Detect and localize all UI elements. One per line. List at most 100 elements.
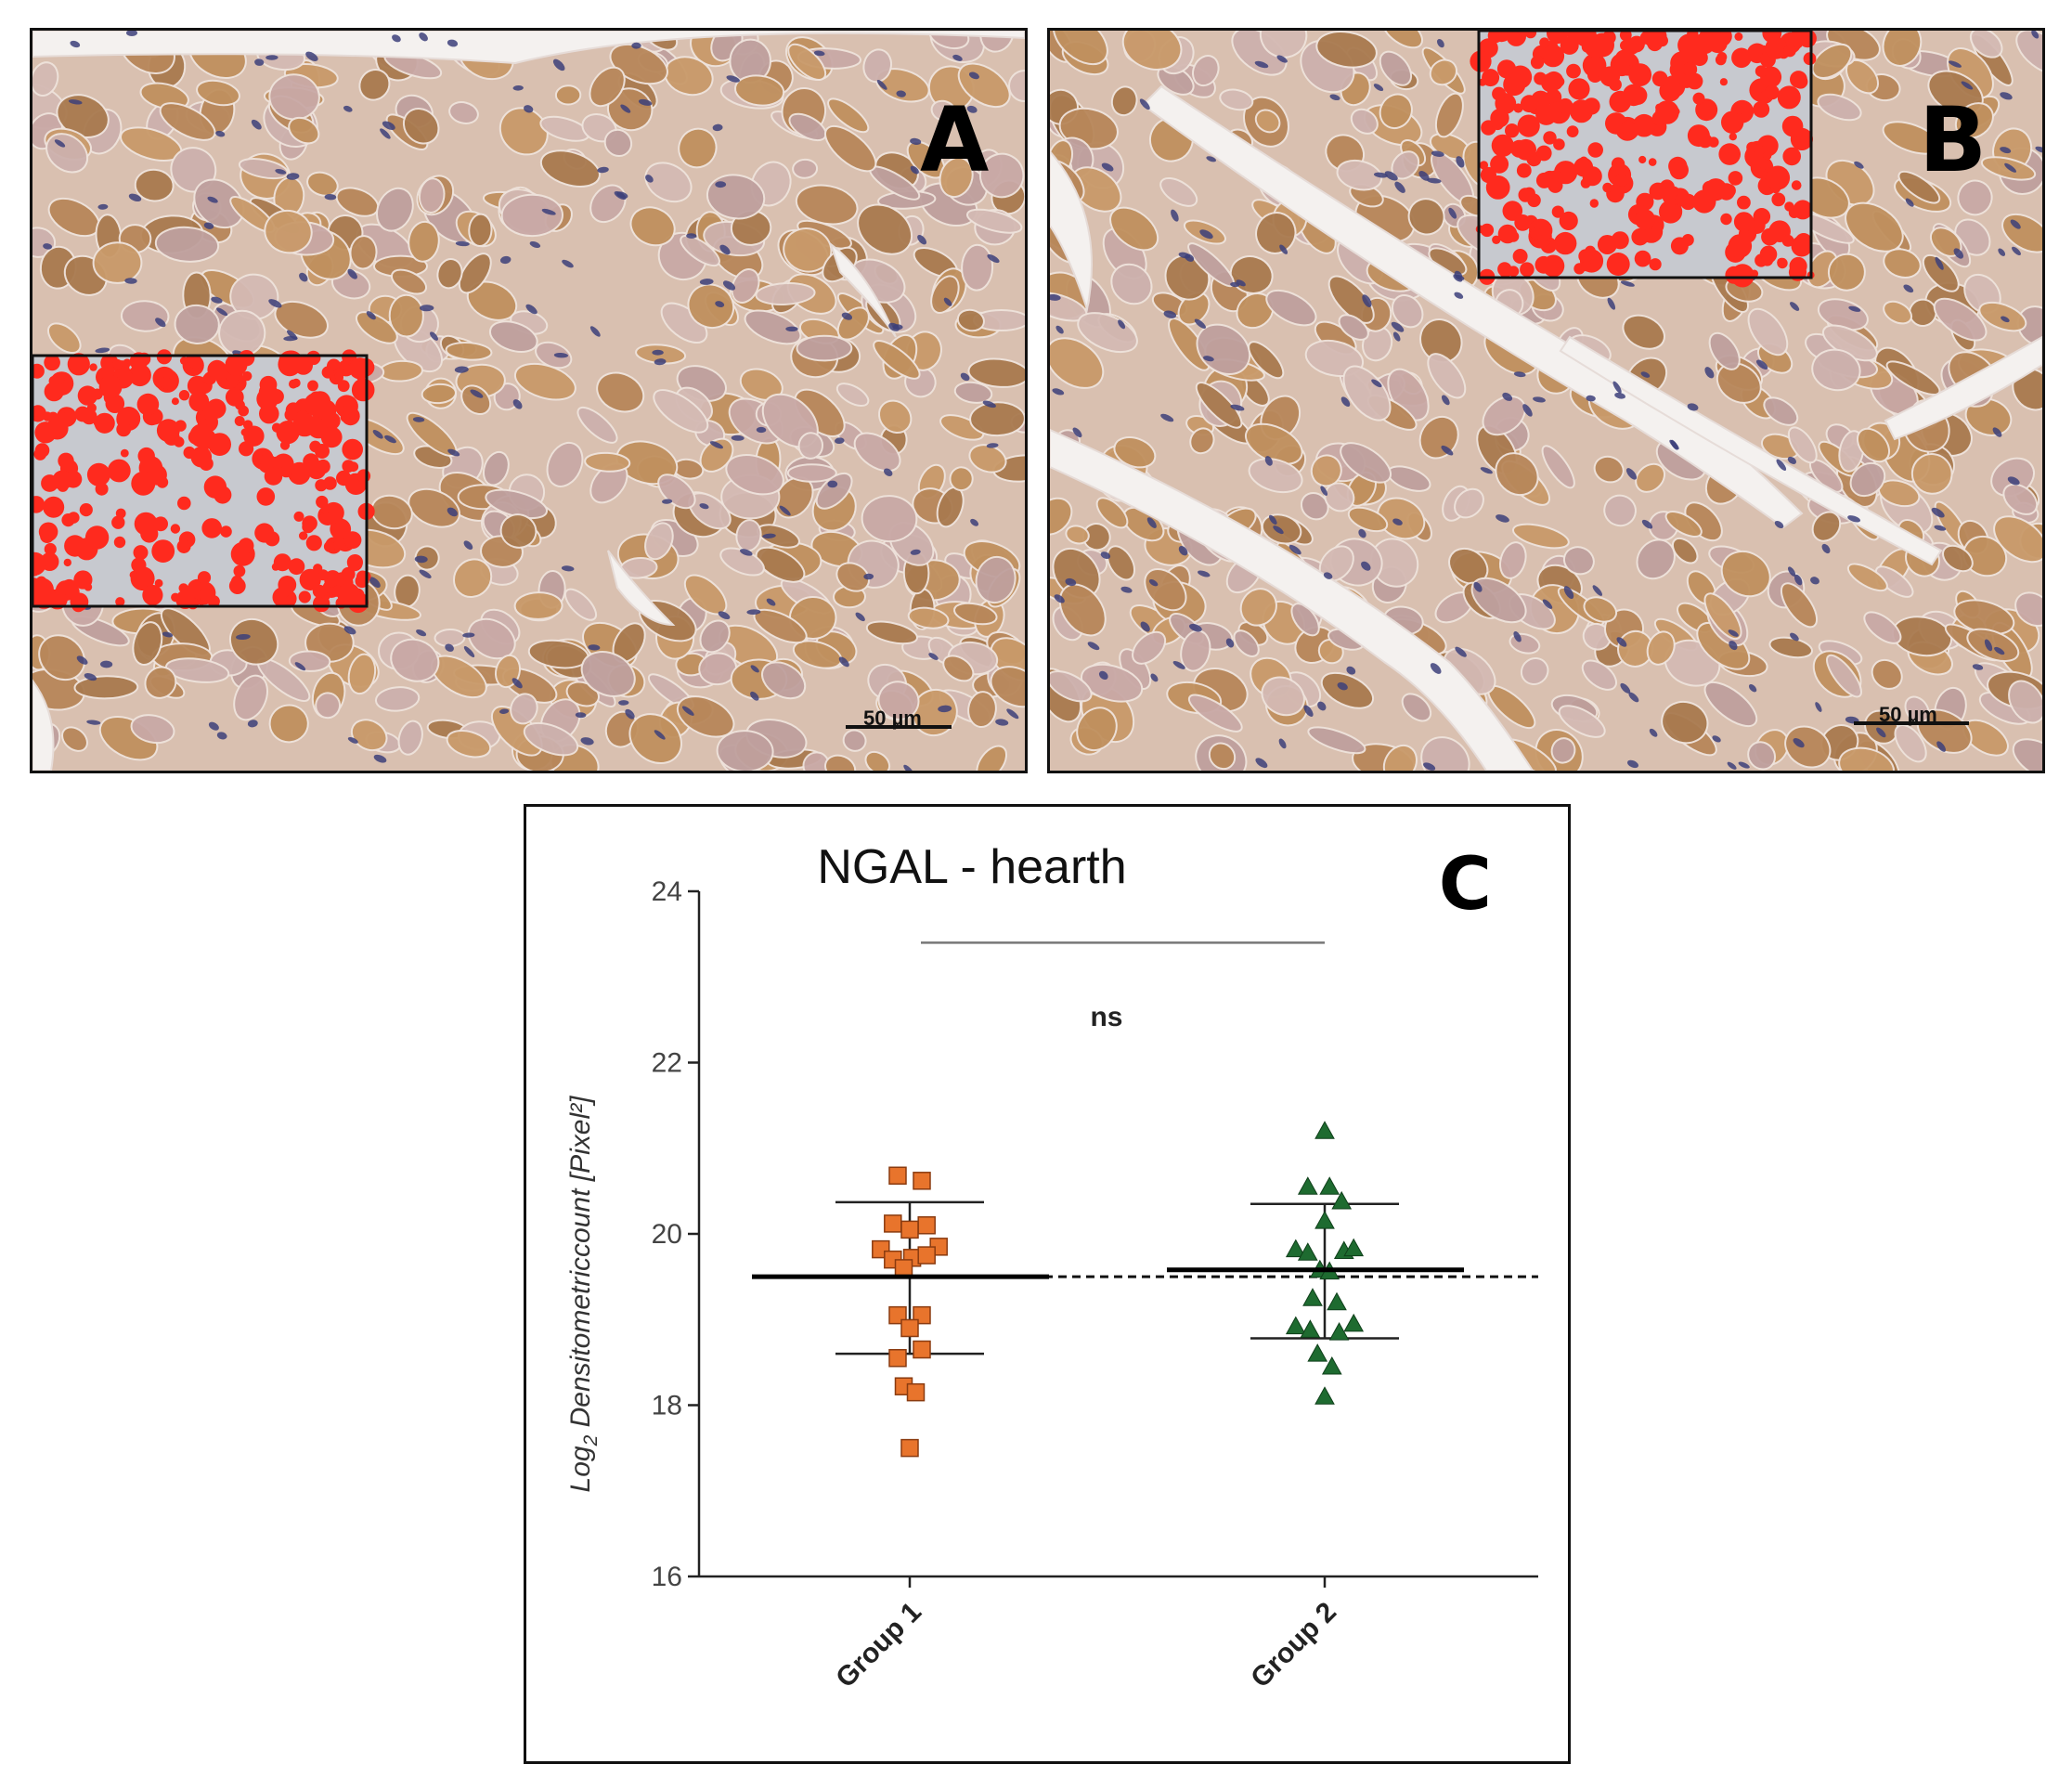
stain-blob: [44, 354, 60, 371]
stain-blob: [1566, 63, 1581, 79]
data-point-triangle: [1319, 1176, 1340, 1195]
nucleus: [960, 372, 970, 382]
inset-border: [32, 354, 369, 608]
muscle-fiber: [1177, 292, 1211, 326]
nucleus: [625, 708, 635, 720]
y-tick-label: 22: [652, 1048, 682, 1079]
muscle-fiber: [1196, 323, 1251, 375]
stain-blob: [197, 414, 206, 423]
muscle-fiber: [513, 362, 576, 401]
muscle-fiber: [458, 253, 492, 294]
nucleus: [1620, 280, 1635, 287]
stain-blob: [1530, 55, 1545, 70]
stain-blob: [52, 470, 72, 490]
nucleus: [746, 609, 761, 616]
stain-blob: [1720, 213, 1732, 226]
muscle-fiber: [861, 495, 918, 543]
stain-blob: [179, 357, 188, 365]
muscle-fiber: [966, 208, 1023, 234]
muscle-fiber: [1058, 583, 1107, 637]
nucleus: [1276, 55, 1288, 63]
stain-blob: [207, 359, 227, 380]
nucleus: [618, 700, 629, 706]
nucleus: [294, 662, 306, 671]
nucleus: [1953, 248, 1964, 259]
stain-blob: [201, 518, 222, 538]
nucleus: [970, 518, 979, 526]
muscle-fiber: [680, 234, 720, 267]
scale-bar-label-a: 50 µm: [863, 707, 922, 730]
nucleus: [1641, 519, 1653, 529]
stain-blob: [1659, 200, 1683, 224]
stain-blob: [1530, 227, 1543, 240]
stain-blob: [1512, 249, 1528, 264]
muscle-fiber: [1558, 705, 1606, 738]
nucleus: [561, 565, 575, 572]
stain-blob: [1541, 45, 1565, 68]
stain-blob: [1781, 234, 1794, 247]
muscle-fiber: [445, 341, 493, 361]
stain-blob: [1497, 224, 1518, 244]
interstitial-gap: [1141, 84, 1804, 529]
muscle-fiber: [1381, 31, 1423, 49]
stain-blob: [1735, 106, 1744, 115]
nucleus: [68, 99, 83, 105]
muscle-fiber: [815, 472, 853, 510]
muscle-fiber: [1418, 415, 1459, 460]
nucleus: [1903, 284, 1914, 293]
stain-blob: [1517, 114, 1540, 137]
nucleus: [1755, 359, 1768, 370]
stain-blob: [79, 503, 93, 517]
muscle-fiber: [1407, 198, 1445, 236]
muscle-fiber: [1863, 611, 1902, 644]
stain-blob: [299, 531, 308, 540]
chart-panel-c: NGAL - hearth C Log2 Densitometriccount …: [524, 804, 1571, 1764]
stain-blob: [279, 465, 292, 478]
nucleus: [1513, 371, 1526, 378]
muscle-fiber: [699, 619, 731, 654]
stain-blob: [1487, 31, 1503, 44]
muscle-fiber: [953, 381, 993, 404]
muscle-fiber: [347, 653, 377, 695]
chart-title: NGAL - hearth: [817, 840, 1126, 894]
stain-blob: [1570, 99, 1593, 123]
muscle-fiber: [827, 97, 870, 134]
nucleus: [1052, 388, 1065, 396]
micrograph-panel-b: B 50 µm: [1047, 28, 2045, 773]
stain-blob: [271, 422, 282, 433]
stain-blob: [1634, 250, 1651, 267]
muscle-fiber: [1909, 298, 1937, 327]
stain-blob: [1485, 175, 1510, 200]
nucleus: [722, 280, 736, 291]
nucleus: [1098, 670, 1108, 681]
muscle-fiber: [448, 101, 479, 124]
interstitial-gap: [32, 31, 1025, 65]
data-point-triangle: [1307, 1343, 1328, 1362]
muscle-fiber: [2016, 305, 2042, 346]
muscle-fiber: [358, 69, 391, 101]
muscle-fiber: [1342, 365, 1392, 422]
muscle-fiber: [388, 293, 424, 338]
nucleus: [1794, 574, 1803, 586]
nucleus: [779, 505, 791, 516]
nucleus: [938, 705, 952, 713]
nucleus: [1616, 637, 1627, 647]
muscle-fiber: [1849, 461, 1886, 498]
y-tick-label: 16: [652, 1562, 682, 1592]
nucleus: [1101, 162, 1114, 172]
muscle-fiber: [796, 334, 853, 362]
nucleus: [1949, 60, 1962, 68]
stain-blob: [151, 539, 175, 563]
nucleus: [1480, 467, 1493, 474]
nucleus: [1876, 727, 1886, 738]
muscle-fiber: [159, 102, 216, 141]
muscle-fiber: [1419, 318, 1463, 364]
nucleus: [1729, 641, 1738, 651]
muscle-fiber: [1550, 737, 1576, 764]
muscle-fiber: [1845, 201, 1904, 253]
nucleus: [1620, 682, 1631, 694]
stain-blob: [188, 429, 203, 445]
muscle-fiber: [134, 168, 175, 202]
nucleus: [1269, 514, 1277, 525]
nucleus: [1905, 198, 1914, 207]
